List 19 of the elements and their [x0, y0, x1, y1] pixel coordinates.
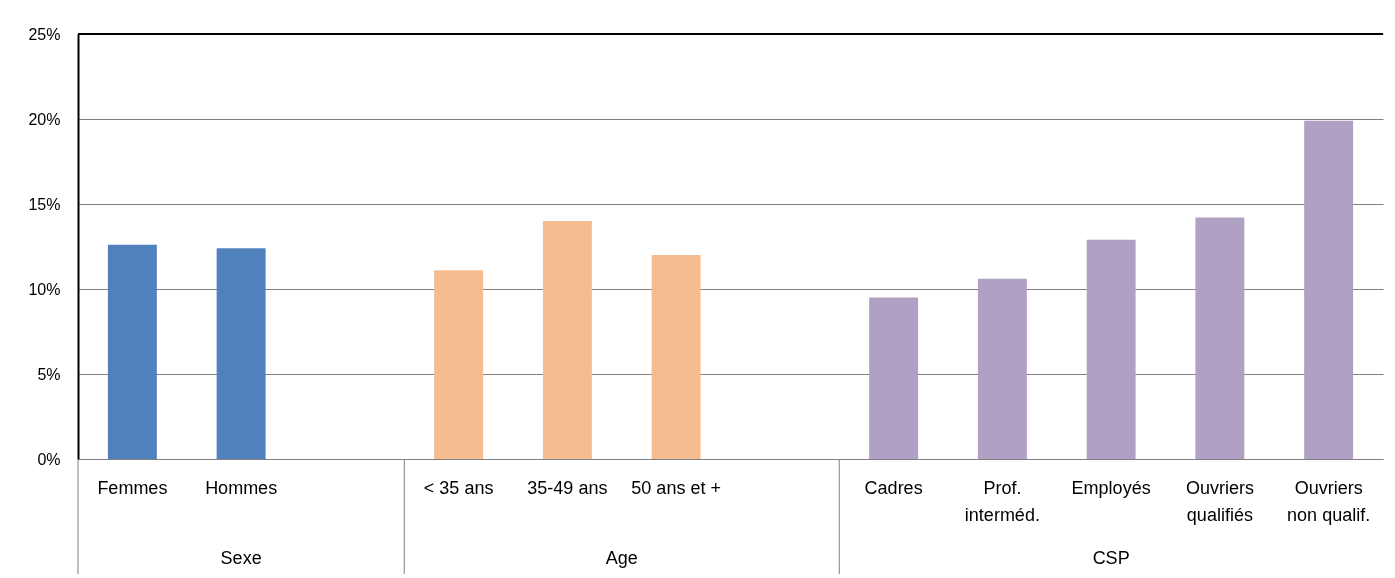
x-tick-label: Cadres: [864, 477, 923, 498]
x-tick-label: Ouvriers qualifiés: [1185, 477, 1254, 525]
y-tick-label: 5%: [37, 365, 61, 383]
text: Age: [605, 548, 638, 568]
text: Sexe: [220, 548, 262, 568]
x-tick-label: Hommes: [205, 477, 278, 498]
x-tick-label: 35-49 ans: [527, 477, 608, 498]
text: CSP: [1092, 548, 1130, 568]
y-tick-label: 10%: [28, 280, 61, 298]
y-tick-label: 0%: [37, 450, 61, 468]
y-tick-label: 25%: [28, 25, 61, 43]
x-tick-label: Prof. interméd.: [964, 477, 1040, 525]
x-tick-label: 50 ans et +: [631, 477, 721, 498]
y-tick-label: 20%: [28, 110, 61, 128]
x-tick-label: Femmes: [97, 477, 168, 498]
x-tick-label: Ouvriers non qualif.: [1287, 477, 1371, 525]
x-tick-label: < 35 ans: [423, 477, 494, 498]
y-tick-label: 15%: [28, 195, 61, 213]
x-tick-label: Employés: [1071, 477, 1151, 498]
